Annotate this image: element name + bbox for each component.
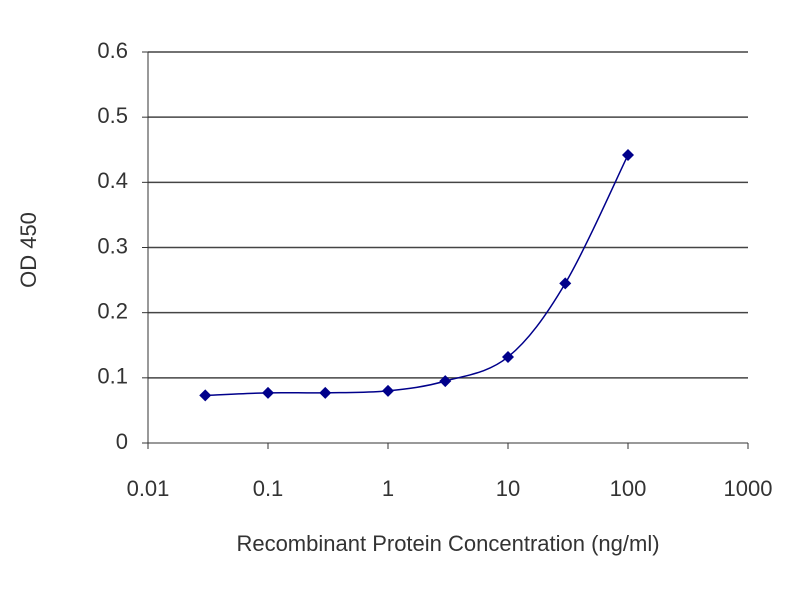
x-tick-label: 1 — [382, 476, 394, 501]
x-tick-label: 100 — [610, 476, 647, 501]
data-point — [439, 375, 452, 388]
y-tick-label: 0.4 — [97, 168, 128, 193]
y-tick-label: 0 — [116, 429, 128, 454]
data-point — [559, 277, 572, 290]
data-line — [205, 154, 629, 397]
y-tick-label: 0.5 — [97, 103, 128, 128]
data-point — [262, 386, 274, 399]
data-point — [622, 148, 634, 161]
x-tick-label: 0.01 — [127, 476, 170, 501]
data-point — [199, 389, 212, 402]
data-point — [502, 350, 514, 363]
y-axis-label: OD 450 — [16, 212, 41, 288]
y-tick-label: 0.1 — [97, 364, 128, 389]
x-tick-label: 1000 — [724, 476, 773, 501]
x-tick-label: 0.1 — [253, 476, 284, 501]
data-point — [382, 384, 394, 397]
y-tick-label: 0.3 — [97, 233, 128, 258]
x-axis-label: Recombinant Protein Concentration (ng/ml… — [236, 531, 659, 556]
x-tick-label: 10 — [496, 476, 520, 501]
y-tick-label: 0.6 — [97, 38, 128, 63]
data-point — [319, 386, 332, 399]
y-tick-label: 0.2 — [97, 298, 128, 323]
